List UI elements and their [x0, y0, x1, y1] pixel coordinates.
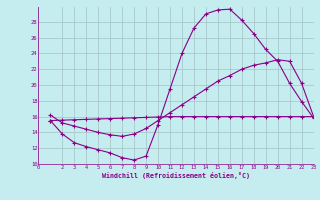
X-axis label: Windchill (Refroidissement éolien,°C): Windchill (Refroidissement éolien,°C) [102, 172, 250, 179]
